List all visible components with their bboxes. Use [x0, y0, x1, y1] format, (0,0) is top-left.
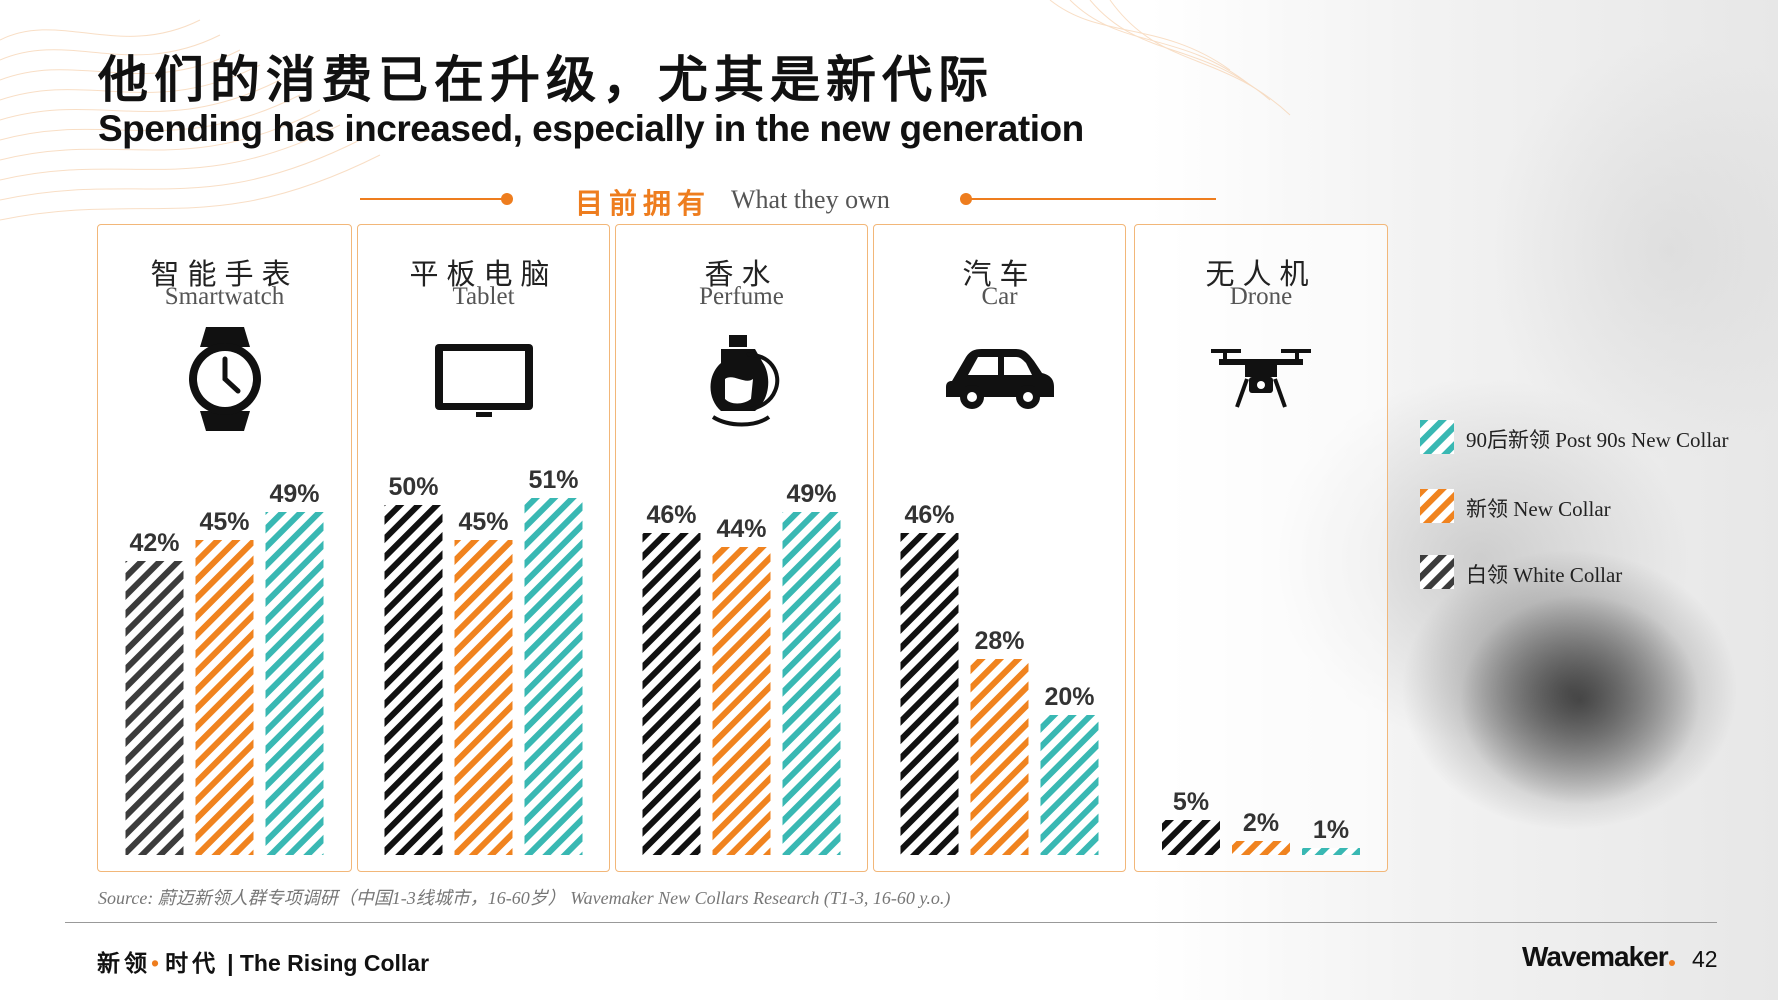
legend-swatch-white-collar [1420, 555, 1454, 589]
subtitle-rule-left [360, 198, 505, 200]
legend-label: 新领 New Collar [1466, 497, 1611, 521]
bar-white_collar-tablet [384, 505, 443, 855]
bar-post90-tablet [524, 498, 583, 855]
data-label-new_collar-car: 28% [974, 627, 1024, 655]
subtitle-en: What they own [731, 185, 890, 214]
data-label-post90-smartwatch: 49% [269, 480, 319, 508]
category-label-en: Perfume [699, 283, 784, 310]
legend-item-new-collar: 新领 New Collar [1420, 489, 1770, 525]
data-label-white_collar-drone: 5% [1173, 788, 1209, 816]
category-label-cn: 汽车 [962, 257, 1037, 291]
bar-new_collar-tablet [454, 540, 513, 855]
perfume-icon [710, 335, 779, 427]
data-label-post90-drone: 1% [1313, 816, 1349, 844]
data-label-white_collar-tablet: 50% [388, 473, 438, 501]
page-title-cn: 他们的消费已在升级，尤其是新代际 [98, 51, 994, 109]
category-label-en: Drone [1229, 283, 1293, 310]
bar-new_collar-car [970, 659, 1029, 855]
category-label-cn: 无人机 [1205, 257, 1317, 291]
legend-label: 90后新领 Post 90s New Collar [1466, 428, 1729, 452]
category-label-en: Tablet [452, 283, 515, 310]
bar-post90-drone [1302, 848, 1360, 855]
data-label-new_collar-smartwatch: 45% [199, 508, 249, 536]
legend-swatch-new-collar [1420, 489, 1454, 523]
subtitle-dot-left [501, 193, 513, 205]
subtitle-cn: 目前拥有 [575, 187, 712, 220]
brand-dot [1668, 960, 1675, 966]
footer-cn: 新领 [97, 951, 151, 977]
bar-post90-perfume [782, 512, 841, 855]
data-label-post90-car: 20% [1044, 683, 1094, 711]
footer-en: | The Rising Collar [227, 950, 430, 976]
legend-label: 白领 White Collar [1466, 563, 1623, 587]
chart-subtitle: 目前拥有 What they own [0, 182, 1778, 220]
page-number: 42 [1692, 946, 1718, 972]
bar-new_collar-perfume [712, 547, 771, 855]
bar-white_collar-drone [1162, 820, 1220, 855]
data-label-white_collar-car: 46% [904, 501, 954, 529]
footer-divider [65, 922, 1717, 923]
tablet-icon [434, 344, 533, 417]
bar-post90-smartwatch [265, 512, 324, 855]
category-label-en: Smartwatch [164, 283, 285, 310]
car-icon [945, 349, 1054, 409]
footer-cn2: 时代 [165, 951, 220, 977]
watch-icon [188, 327, 261, 431]
brand-logo: Wavemaker [1522, 941, 1675, 973]
legend-swatch-post90 [1420, 420, 1454, 454]
brand-name: Wavemaker [1522, 941, 1669, 972]
data-label-white_collar-smartwatch: 42% [129, 529, 179, 557]
data-label-post90-perfume: 49% [786, 480, 836, 508]
drone-icon [1211, 349, 1311, 408]
legend-item-post90: 90后新领 Post 90s New Collar [1420, 420, 1770, 456]
bar-post90-car [1040, 715, 1099, 855]
data-label-new_collar-drone: 2% [1243, 809, 1279, 837]
data-label-new_collar-perfume: 44% [716, 515, 766, 543]
panel-drone: 无人机 Drone [1134, 224, 1388, 872]
footer-left: 新领• 时代 | The Rising Collar [97, 944, 429, 978]
source-note: Source: 蔚迈新领人群专项调研（中国1-3线城市，16-60岁） Wave… [98, 888, 951, 908]
category-label-cn: 智能手表 [150, 257, 299, 291]
category-label-cn: 平板电脑 [409, 257, 558, 291]
decorative-swirl [0, 0, 1291, 221]
legend-item-white-collar: 白领 White Collar [1420, 555, 1770, 591]
bar-white_collar-smartwatch [125, 561, 184, 855]
bar-new_collar-drone [1232, 841, 1290, 855]
data-label-post90-tablet: 51% [528, 466, 578, 494]
category-label-en: Car [981, 283, 1018, 310]
subtitle-rule-right [966, 198, 1216, 200]
bar-new_collar-smartwatch [195, 540, 254, 855]
category-label-cn: 香水 [704, 257, 779, 291]
page-title-en: Spending has increased, especially in th… [98, 108, 1084, 149]
data-label-white_collar-perfume: 46% [646, 501, 696, 529]
bar-white_collar-car [900, 533, 959, 855]
bar-white_collar-perfume [642, 533, 701, 855]
footer-dot: • [151, 950, 160, 976]
data-label-new_collar-tablet: 45% [458, 508, 508, 536]
